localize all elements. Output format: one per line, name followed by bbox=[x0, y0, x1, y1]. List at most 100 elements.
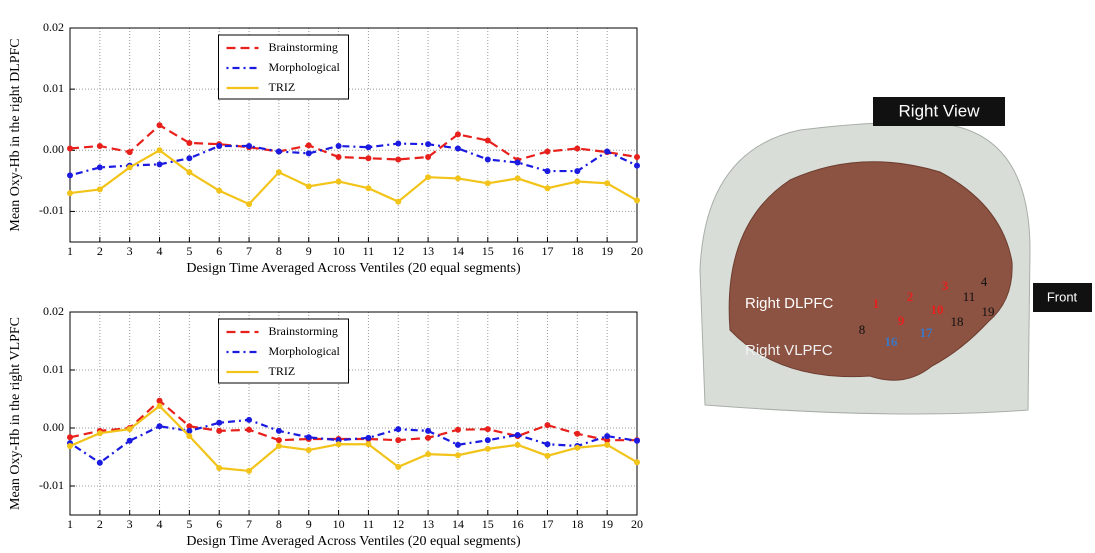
channel-label: 17 bbox=[920, 325, 934, 340]
data-point bbox=[485, 156, 491, 162]
data-point bbox=[127, 438, 133, 444]
x-tick-label: 13 bbox=[422, 517, 434, 531]
x-tick-label: 7 bbox=[246, 244, 252, 258]
channel-label: 19 bbox=[982, 304, 995, 319]
data-point bbox=[186, 169, 192, 175]
data-point bbox=[276, 443, 282, 449]
data-point bbox=[634, 154, 640, 160]
x-tick-label: 4 bbox=[157, 244, 163, 258]
x-tick-label: 12 bbox=[392, 517, 404, 531]
data-point bbox=[157, 122, 163, 128]
data-point bbox=[246, 427, 252, 433]
series-line bbox=[70, 401, 637, 440]
x-tick-label: 11 bbox=[363, 244, 375, 258]
data-point bbox=[574, 178, 580, 184]
x-tick-label: 3 bbox=[127, 244, 133, 258]
data-point bbox=[127, 426, 133, 432]
y-tick-label: -0.01 bbox=[39, 203, 64, 217]
y-tick-label: 0.01 bbox=[43, 362, 64, 376]
data-point bbox=[544, 422, 550, 428]
data-point bbox=[455, 175, 461, 181]
data-point bbox=[306, 183, 312, 189]
x-tick-label: 11 bbox=[363, 517, 375, 531]
x-tick-label: 8 bbox=[276, 517, 282, 531]
x-tick-label: 12 bbox=[392, 244, 404, 258]
legend-label: Brainstorming bbox=[269, 40, 338, 54]
data-point bbox=[306, 142, 312, 148]
y-tick-label: -0.01 bbox=[39, 478, 64, 492]
data-point bbox=[157, 161, 163, 167]
x-tick-label: 19 bbox=[601, 517, 613, 531]
legend-label: Morphological bbox=[269, 344, 341, 358]
brain-panel: Right View Front Right DLPFC Right VLPFC bbox=[700, 97, 1092, 414]
x-tick-label: 16 bbox=[512, 244, 524, 258]
x-tick-label: 13 bbox=[422, 244, 434, 258]
x-tick-label: 1 bbox=[67, 517, 73, 531]
y-tick-label: 0.02 bbox=[43, 20, 64, 34]
data-point bbox=[425, 451, 431, 457]
data-point bbox=[515, 175, 521, 181]
data-point bbox=[216, 420, 222, 426]
data-point bbox=[336, 143, 342, 149]
x-tick-label: 14 bbox=[452, 244, 464, 258]
data-point bbox=[186, 155, 192, 161]
x-tick-label: 2 bbox=[97, 244, 103, 258]
data-point bbox=[425, 154, 431, 160]
data-point bbox=[634, 438, 640, 444]
data-point bbox=[544, 441, 550, 447]
data-point bbox=[604, 149, 610, 155]
data-point bbox=[574, 145, 580, 151]
data-point bbox=[67, 172, 73, 178]
x-tick-label: 4 bbox=[157, 517, 163, 531]
series-line bbox=[70, 125, 637, 160]
x-tick-label: 1 bbox=[67, 244, 73, 258]
data-point bbox=[276, 428, 282, 434]
x-tick-label: 18 bbox=[571, 517, 583, 531]
region-label: Right VLPFC bbox=[745, 342, 833, 359]
data-point bbox=[67, 190, 73, 196]
data-point bbox=[246, 201, 252, 207]
data-point bbox=[365, 435, 371, 441]
data-point bbox=[544, 185, 550, 191]
data-point bbox=[574, 445, 580, 451]
x-tick-label: 6 bbox=[216, 517, 222, 531]
data-point bbox=[246, 468, 252, 474]
data-point bbox=[127, 164, 133, 170]
x-tick-label: 20 bbox=[631, 517, 643, 531]
data-point bbox=[306, 447, 312, 453]
data-point bbox=[365, 144, 371, 150]
x-tick-label: 5 bbox=[186, 517, 192, 531]
x-tick-label: 9 bbox=[306, 244, 312, 258]
x-tick-label: 10 bbox=[333, 244, 345, 258]
channel-label: 8 bbox=[859, 322, 866, 337]
x-axis-label: Design Time Averaged Across Ventiles (20… bbox=[186, 534, 521, 549]
data-point bbox=[186, 433, 192, 439]
data-point bbox=[455, 442, 461, 448]
data-point bbox=[395, 464, 401, 470]
data-point bbox=[306, 434, 312, 440]
legend-label: TRIZ bbox=[269, 364, 296, 378]
x-tick-label: 2 bbox=[97, 517, 103, 531]
data-point bbox=[157, 423, 163, 429]
data-point bbox=[97, 460, 103, 466]
data-point bbox=[485, 426, 491, 432]
channel-label: 10 bbox=[931, 302, 944, 317]
data-point bbox=[395, 437, 401, 443]
data-point bbox=[97, 186, 103, 192]
data-point bbox=[574, 168, 580, 174]
data-point bbox=[574, 431, 580, 437]
data-point bbox=[604, 180, 610, 186]
data-point bbox=[485, 180, 491, 186]
x-tick-label: 17 bbox=[541, 517, 553, 531]
channel-label: 2 bbox=[907, 289, 914, 304]
data-point bbox=[216, 188, 222, 194]
data-point bbox=[515, 442, 521, 448]
front-label: Front bbox=[1047, 289, 1078, 304]
channel-label: 18 bbox=[951, 314, 964, 329]
data-point bbox=[395, 141, 401, 147]
data-point bbox=[544, 149, 550, 155]
data-point bbox=[157, 147, 163, 153]
legend-label: Morphological bbox=[269, 60, 341, 74]
data-point bbox=[515, 160, 521, 166]
data-point bbox=[276, 169, 282, 175]
